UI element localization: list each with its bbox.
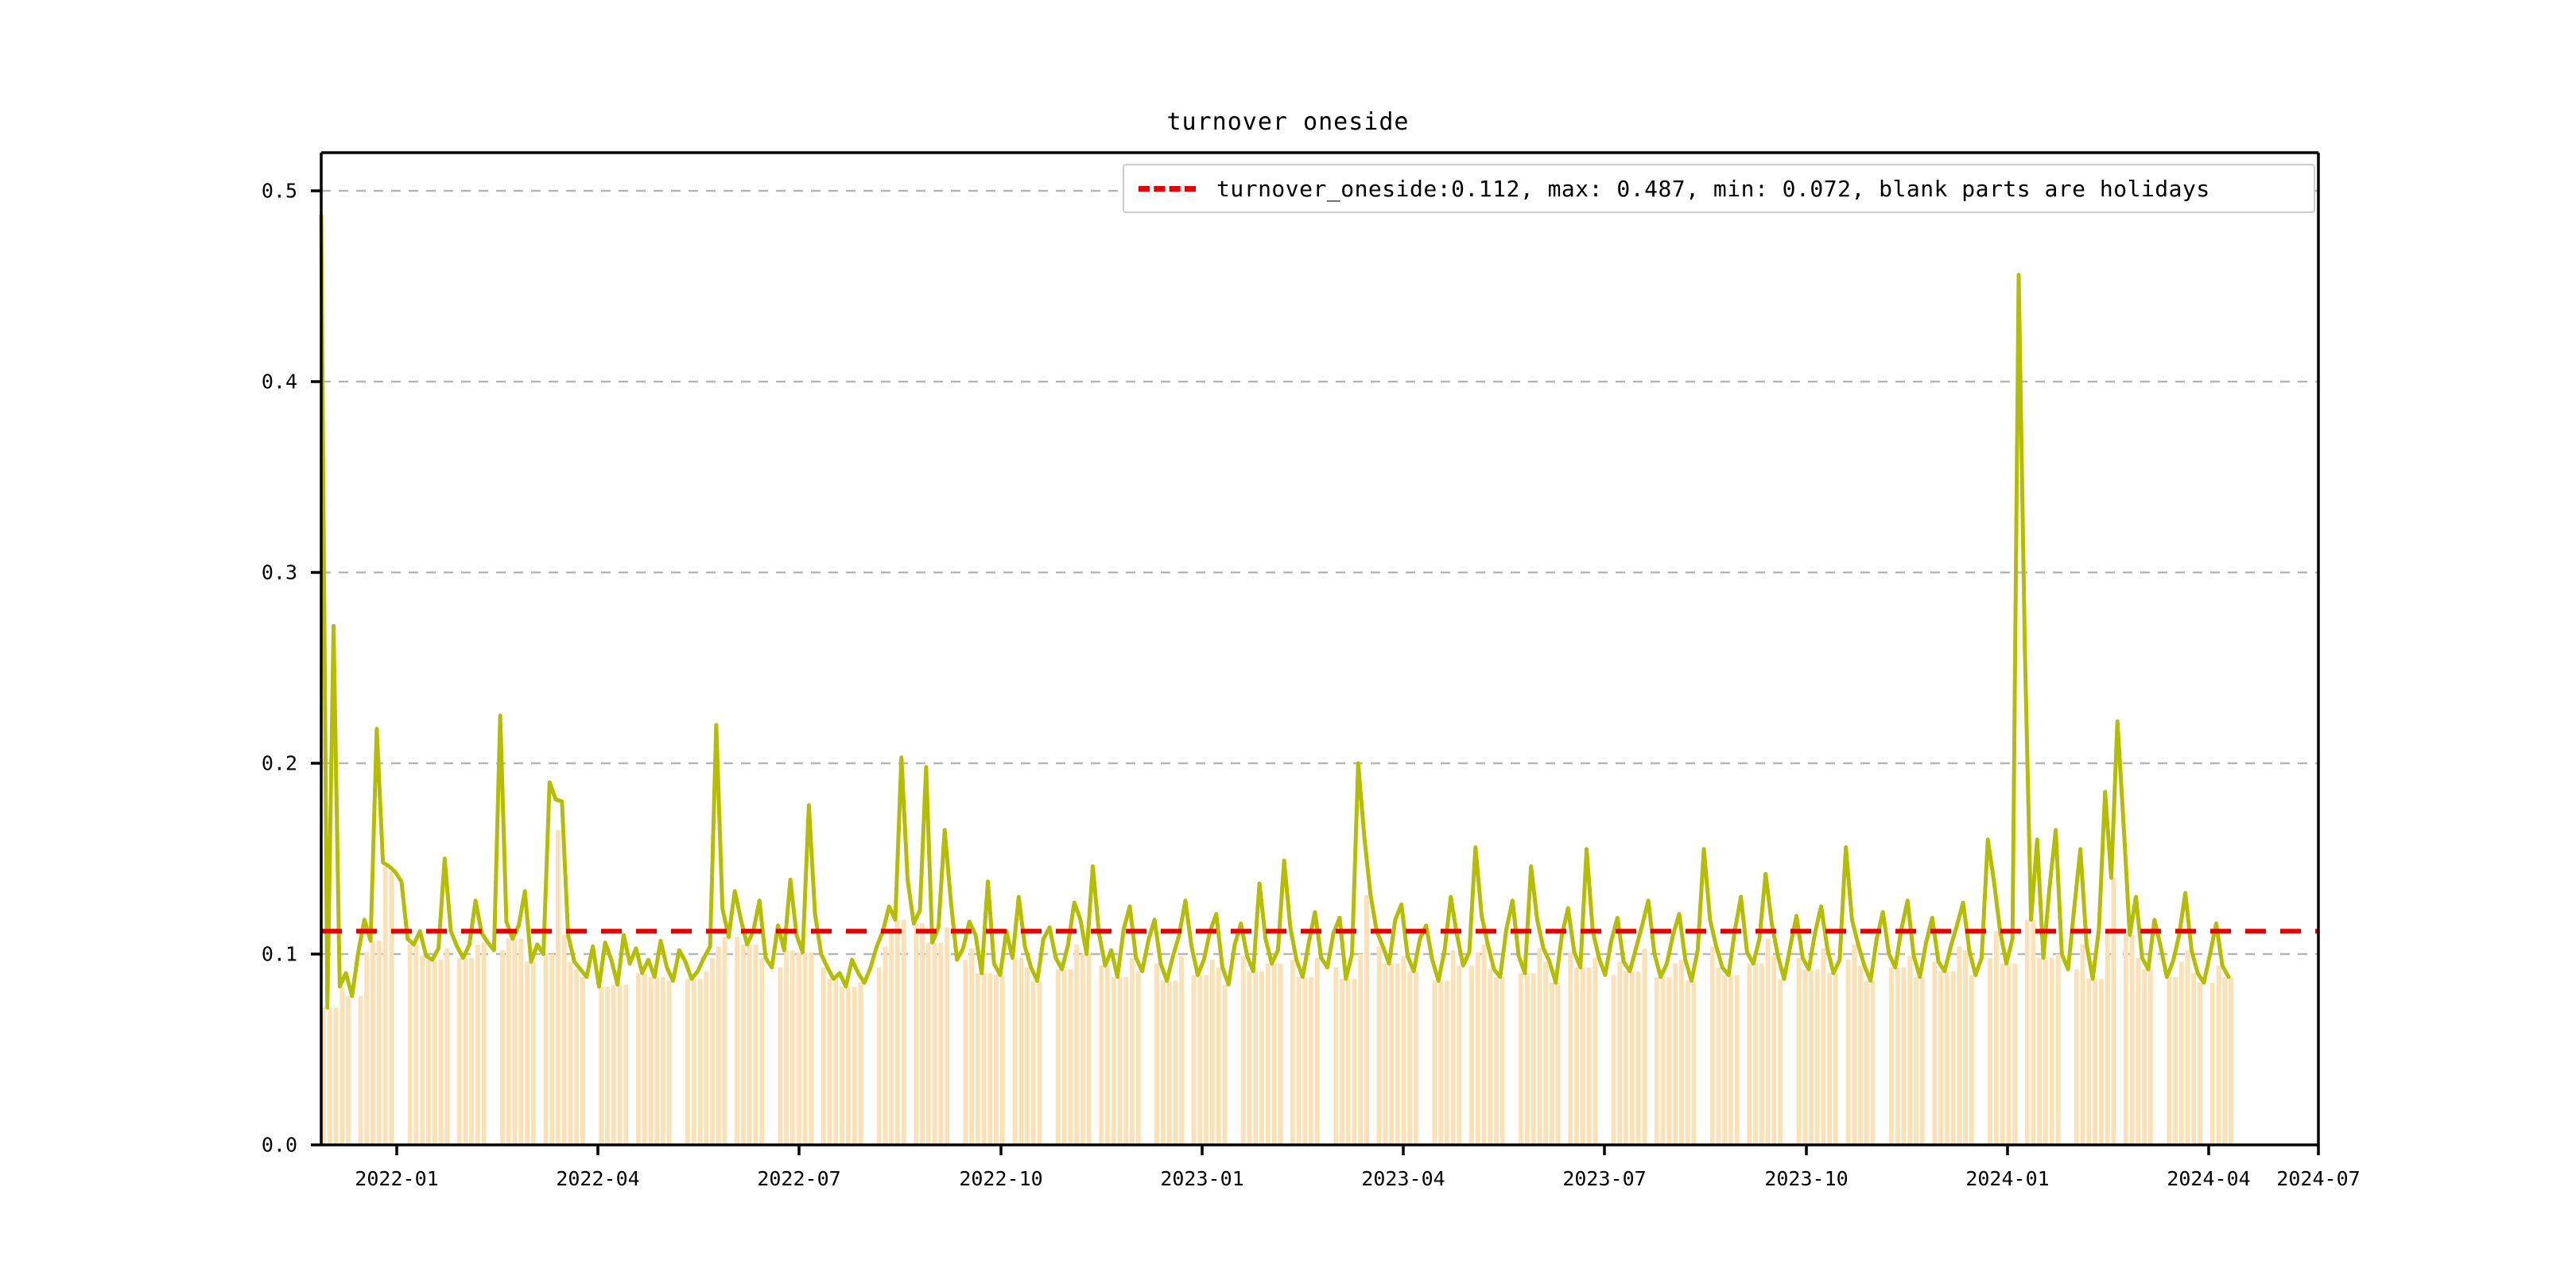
x-tick-label: 2022-01 <box>355 1167 439 1190</box>
y-tick-label: 0.0 <box>261 1133 297 1157</box>
x-tick-label: 2024-04 <box>2167 1167 2251 1190</box>
legend-label: turnover_oneside:0.112, max: 0.487, min:… <box>1216 175 2210 202</box>
trading-day-bars <box>321 830 2233 1145</box>
x-tick-label: 2023-10 <box>1764 1167 1849 1190</box>
turnover-line-series <box>319 213 2231 1010</box>
y-tick-label: 0.5 <box>261 179 297 203</box>
axis-tick-marks <box>311 189 2320 1155</box>
y-tick-label: 0.4 <box>261 370 297 394</box>
x-tick-label: 2022-07 <box>757 1167 841 1190</box>
x-tick-label: 2022-10 <box>959 1167 1043 1190</box>
chart-legend: turnover_oneside:0.112, max: 0.487, min:… <box>1123 164 2315 213</box>
y-tick-label: 0.1 <box>261 942 297 966</box>
legend-dashed-line-icon <box>1139 185 1196 192</box>
x-tick-label: 2024-01 <box>1965 1167 2050 1190</box>
axis-spines <box>320 151 2320 1146</box>
x-tick-label: 2023-04 <box>1361 1167 1445 1190</box>
page-title: turnover oneside <box>1166 108 1410 136</box>
x-tick-label: 2023-01 <box>1160 1167 1244 1190</box>
x-tick-label: 2022-04 <box>556 1167 640 1190</box>
y-tick-label: 0.2 <box>261 751 297 775</box>
x-tick-label: 2023-07 <box>1562 1167 1647 1190</box>
x-tick-label: 2024-07 <box>2276 1167 2361 1190</box>
y-tick-label: 0.3 <box>261 561 297 584</box>
